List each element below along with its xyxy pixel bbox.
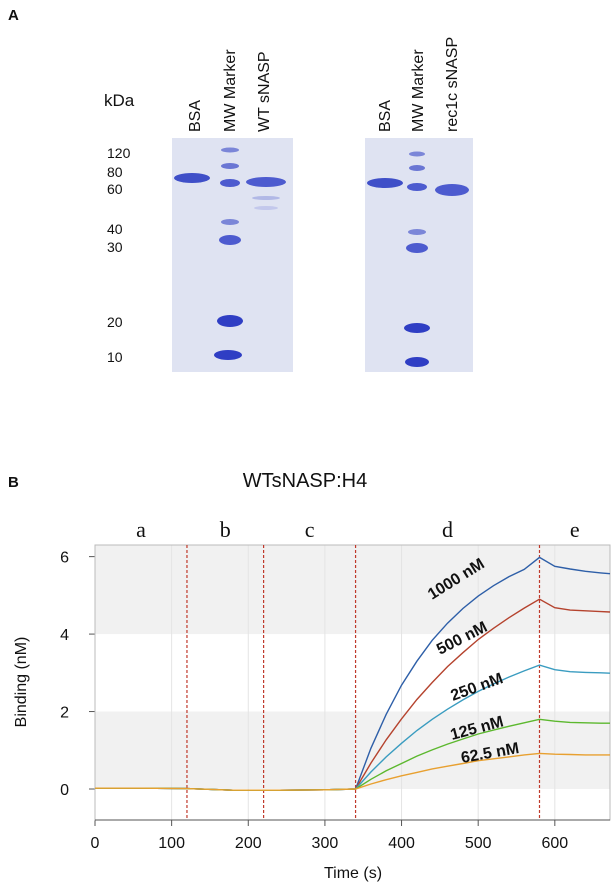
x-axis-label: Time (s)	[324, 865, 382, 882]
phase-label: c	[305, 517, 315, 542]
chart-title: WTsNASP:H4	[243, 470, 367, 492]
lane-label: MW Marker	[222, 49, 239, 132]
marker-label: 10	[107, 349, 123, 365]
x-tick-label: 500	[465, 835, 492, 852]
unit-label: kDa	[104, 91, 135, 110]
phase-label: a	[136, 517, 146, 542]
gel-1	[172, 138, 293, 372]
y-tick-label: 4	[60, 627, 69, 644]
x-tick-label: 200	[235, 835, 262, 852]
marker-label: 20	[107, 314, 123, 330]
lane-label: BSA	[377, 100, 394, 132]
lane-label: MW Marker	[410, 49, 427, 132]
series-line	[95, 752, 610, 791]
lane-label: rec1c sNASP	[444, 37, 461, 132]
grid-band	[95, 711, 610, 790]
phase-label: d	[442, 517, 453, 542]
marker-label: 40	[107, 221, 123, 237]
panel-label: A	[8, 7, 19, 24]
lane-label: WT sNASP	[256, 51, 273, 132]
marker-label: 60	[107, 181, 123, 197]
y-tick-label: 2	[60, 705, 69, 722]
marker-label: 80	[107, 164, 123, 180]
phase-label: e	[570, 517, 580, 542]
x-tick-label: 300	[312, 835, 339, 852]
y-tick-label: 0	[60, 782, 69, 799]
gel-2	[365, 138, 473, 372]
x-tick-label: 100	[158, 835, 185, 852]
x-tick-label: 400	[388, 835, 415, 852]
panel-label: B	[8, 474, 19, 491]
grid-band	[95, 545, 610, 635]
lane-label: BSA	[187, 100, 204, 132]
marker-label: 120	[107, 145, 131, 161]
phase-label: b	[220, 517, 231, 542]
y-tick-label: 6	[60, 550, 69, 567]
x-tick-label: 600	[541, 835, 568, 852]
marker-label: 30	[107, 239, 123, 255]
y-axis-label: Binding (nM)	[13, 637, 30, 728]
x-tick-label: 0	[91, 835, 100, 852]
